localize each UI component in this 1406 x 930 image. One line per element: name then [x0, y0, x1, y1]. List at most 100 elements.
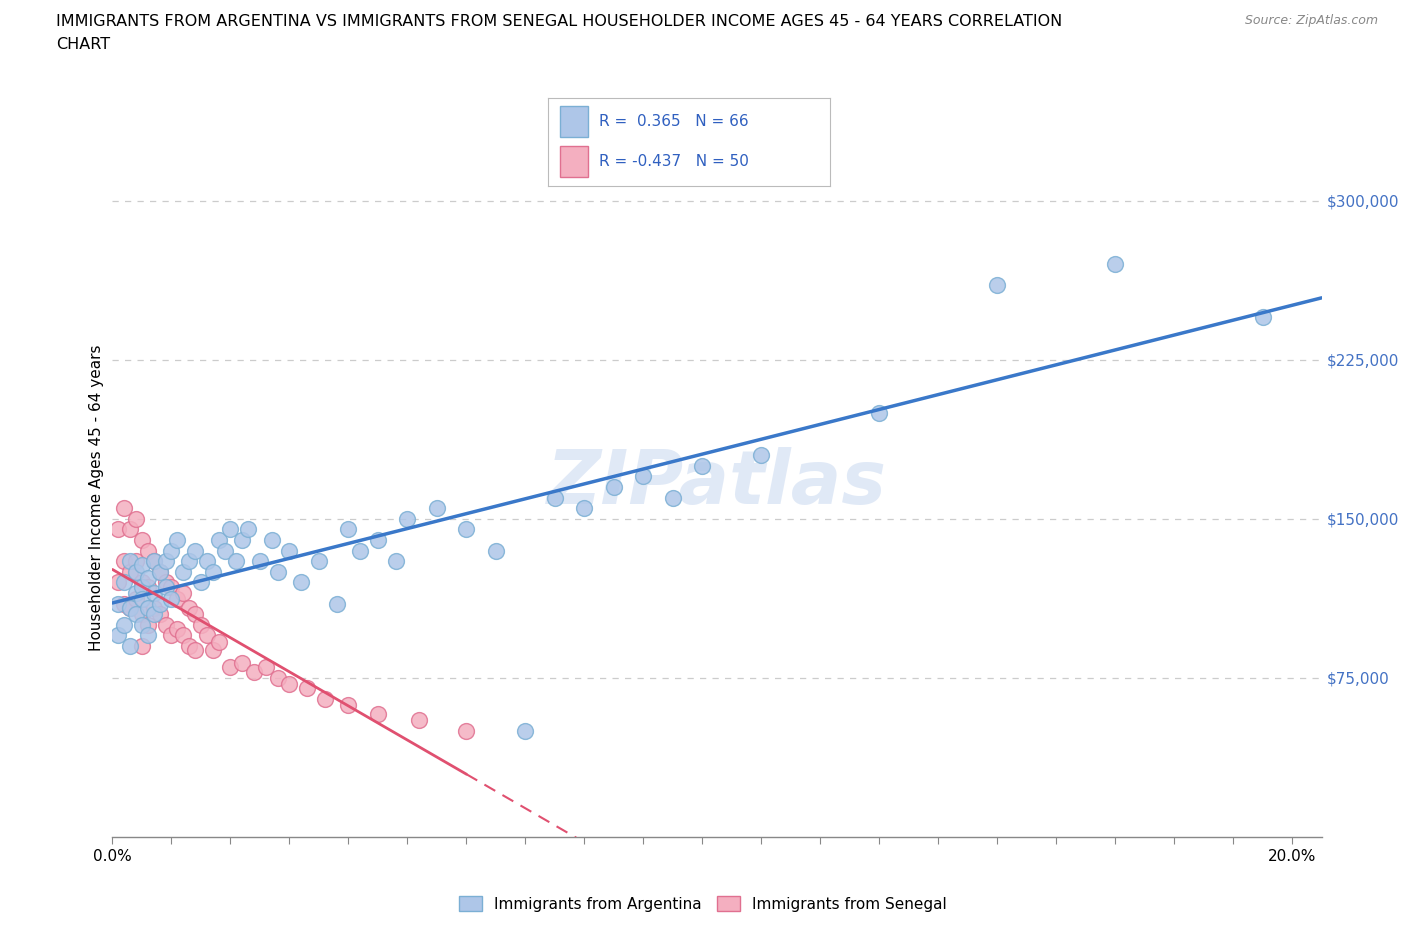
Point — [426, 500, 449, 515]
Point — [142, 606, 165, 621]
Point — [195, 628, 218, 643]
Point — [337, 522, 360, 537]
Point — [243, 664, 266, 679]
Point — [125, 553, 148, 568]
Point — [172, 586, 194, 601]
Point — [749, 447, 772, 462]
Point — [136, 601, 159, 616]
Point — [201, 643, 224, 658]
Point — [125, 565, 148, 579]
Point — [112, 575, 135, 590]
Point — [172, 628, 194, 643]
Point — [142, 601, 165, 616]
Point — [266, 565, 288, 579]
Point — [308, 553, 330, 568]
Legend: Immigrants from Argentina, Immigrants from Senegal: Immigrants from Argentina, Immigrants fr… — [453, 889, 953, 918]
Point — [179, 553, 201, 568]
Point — [107, 628, 129, 643]
Point — [986, 278, 1008, 293]
Point — [136, 571, 159, 586]
Point — [136, 618, 159, 632]
Point — [179, 601, 201, 616]
Point — [396, 512, 419, 526]
Point — [131, 618, 153, 632]
Point — [142, 553, 165, 568]
Point — [131, 639, 153, 654]
Point — [179, 639, 201, 654]
Point — [107, 596, 129, 611]
Point — [219, 660, 242, 675]
Point — [603, 480, 626, 495]
Point — [868, 405, 890, 420]
Point — [456, 724, 478, 738]
Point — [160, 543, 183, 558]
Point — [662, 490, 685, 505]
Point — [254, 660, 277, 675]
Point — [160, 592, 183, 607]
Text: Source: ZipAtlas.com: Source: ZipAtlas.com — [1244, 14, 1378, 27]
Point — [155, 553, 177, 568]
Point — [337, 698, 360, 713]
Bar — [560, 146, 588, 177]
Point — [166, 592, 188, 607]
Point — [208, 634, 231, 649]
Point — [112, 553, 135, 568]
Point — [184, 643, 207, 658]
Point — [349, 543, 371, 558]
Bar — [560, 107, 588, 138]
Point — [384, 553, 406, 568]
Point — [219, 522, 242, 537]
Point — [136, 579, 159, 594]
Point — [172, 565, 194, 579]
Point — [544, 490, 567, 505]
Point — [408, 713, 430, 728]
Point — [278, 677, 301, 692]
Point — [166, 533, 188, 548]
Point — [131, 558, 153, 573]
Point — [136, 628, 159, 643]
Point — [131, 575, 153, 590]
Point — [214, 543, 236, 558]
Point — [125, 592, 148, 607]
Point — [160, 628, 183, 643]
Point — [120, 639, 142, 654]
Point — [155, 575, 177, 590]
Point — [456, 522, 478, 537]
Point — [136, 543, 159, 558]
Point — [155, 579, 177, 594]
Point — [290, 575, 312, 590]
Point — [692, 458, 714, 473]
Point — [131, 579, 153, 594]
Point — [131, 606, 153, 621]
Point — [149, 606, 172, 621]
Point — [266, 671, 288, 685]
Point — [1104, 257, 1126, 272]
Point — [231, 533, 253, 548]
Point — [125, 606, 148, 621]
Point — [231, 656, 253, 671]
Point — [149, 565, 172, 579]
Text: R =  0.365   N = 66: R = 0.365 N = 66 — [599, 114, 748, 129]
Point — [278, 543, 301, 558]
Point — [131, 533, 153, 548]
Point — [367, 707, 389, 722]
Point — [515, 724, 537, 738]
Point — [574, 500, 596, 515]
Point — [367, 533, 389, 548]
Point — [195, 553, 218, 568]
Point — [325, 596, 347, 611]
Point — [120, 553, 142, 568]
Point — [260, 533, 283, 548]
Point — [633, 469, 655, 484]
Point — [120, 601, 142, 616]
Point — [166, 621, 188, 636]
Point — [112, 500, 135, 515]
Point — [142, 586, 165, 601]
Point — [190, 618, 212, 632]
Point — [225, 553, 247, 568]
Point — [120, 565, 142, 579]
Point — [131, 592, 153, 607]
Point — [1251, 310, 1274, 325]
Point — [295, 681, 318, 696]
Y-axis label: Householder Income Ages 45 - 64 years: Householder Income Ages 45 - 64 years — [89, 344, 104, 651]
